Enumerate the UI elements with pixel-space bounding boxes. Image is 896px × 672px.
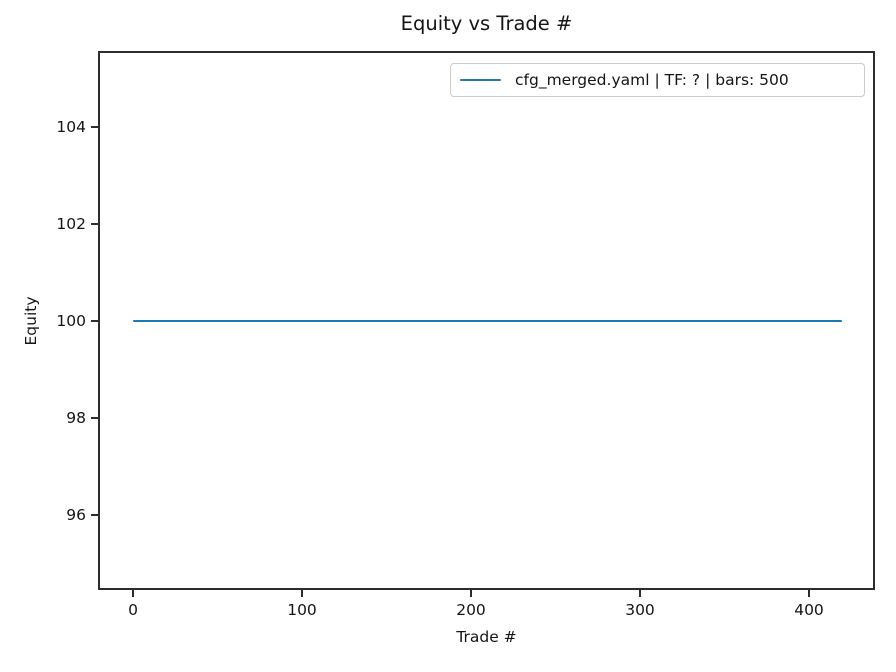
x-tick-mark	[301, 590, 303, 597]
y-tick-mark	[91, 126, 98, 128]
x-tick-mark	[470, 590, 472, 597]
x-tick-label: 400	[794, 601, 824, 619]
x-tick-mark	[639, 590, 641, 597]
legend-label: cfg_merged.yaml | TF: ? | bars: 500	[515, 71, 789, 89]
y-axis-label: Equity	[22, 296, 40, 346]
y-tick-label: 96	[66, 506, 86, 524]
y-tick-mark	[91, 320, 98, 322]
equity-line	[133, 319, 842, 323]
y-tick-mark	[91, 223, 98, 225]
x-tick-label: 0	[128, 601, 138, 619]
x-tick-label: 100	[287, 601, 317, 619]
y-tick-label: 100	[56, 312, 86, 330]
x-tick-label: 200	[456, 601, 486, 619]
x-tick-mark	[132, 590, 134, 597]
y-tick-label: 98	[66, 409, 86, 427]
y-tick-mark	[91, 417, 98, 419]
chart-title: Equity vs Trade #	[400, 12, 573, 35]
x-tick-mark	[808, 590, 810, 597]
y-tick-label: 104	[56, 118, 86, 136]
y-tick-label: 102	[56, 215, 86, 233]
legend: cfg_merged.yaml | TF: ? | bars: 500	[450, 63, 865, 97]
y-tick-mark	[91, 514, 98, 516]
x-axis-label: Trade #	[456, 628, 517, 646]
legend-line-sample	[460, 78, 501, 82]
x-tick-label: 300	[625, 601, 655, 619]
